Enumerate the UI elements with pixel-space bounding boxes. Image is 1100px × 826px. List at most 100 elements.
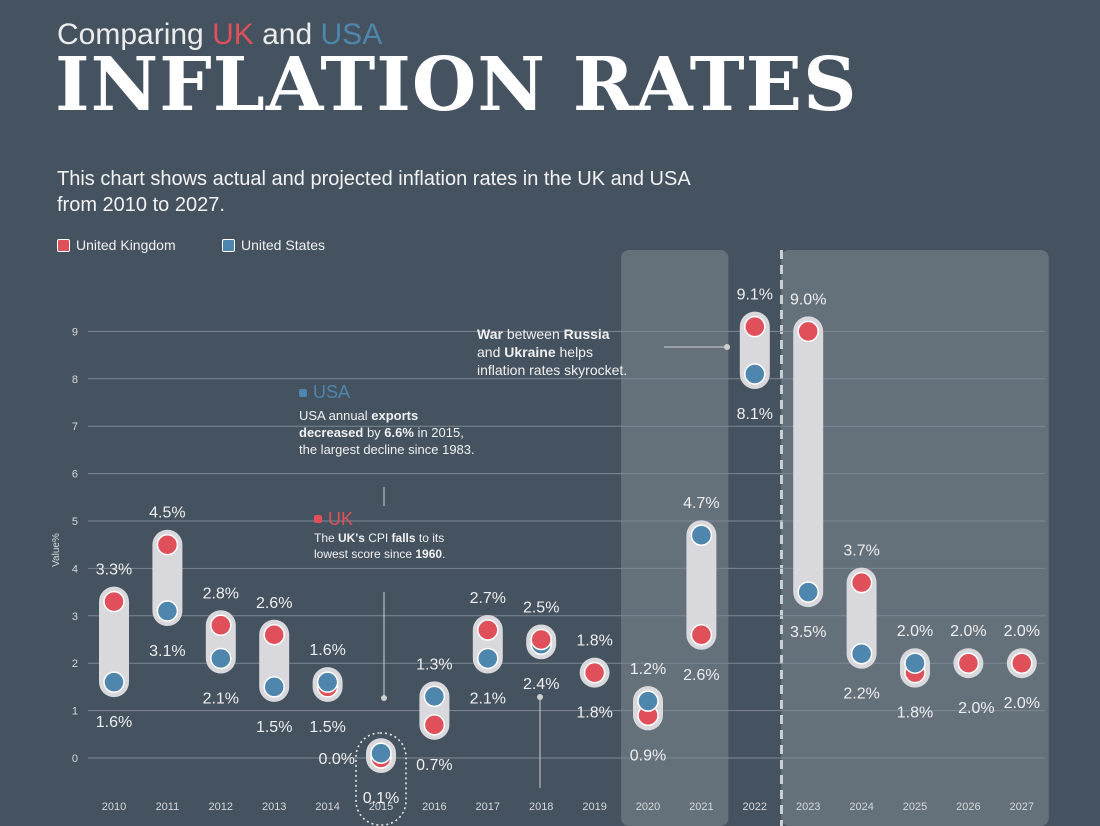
legend-swatch-usa bbox=[222, 238, 235, 252]
data-label-top: 1.3% bbox=[416, 656, 452, 673]
range-connector bbox=[793, 316, 824, 608]
data-label-top: 1.6% bbox=[309, 642, 345, 659]
data-label-top: 1.2% bbox=[630, 661, 666, 678]
point-uk bbox=[103, 590, 125, 613]
data-label-bottom: 2.6% bbox=[683, 667, 719, 684]
point-usa bbox=[263, 676, 285, 698]
y-tick-label: 0 bbox=[72, 753, 78, 765]
legend-label-usa: United States bbox=[241, 237, 326, 253]
subtitle-uk: UK bbox=[212, 18, 254, 51]
point-usa bbox=[210, 647, 232, 670]
point-uk bbox=[797, 320, 819, 343]
data-label-bottom: 1.6% bbox=[96, 714, 132, 731]
legend-label-uk: United Kingdom bbox=[76, 237, 176, 253]
data-label-bottom: 8.1% bbox=[737, 406, 773, 423]
x-tick-label: 2018 bbox=[529, 801, 553, 813]
y-tick-label: 3 bbox=[72, 611, 78, 623]
legend-swatch-uk bbox=[57, 238, 70, 252]
annotation-war: War between Russia and Ukraine helps inf… bbox=[477, 326, 628, 378]
x-tick-label: 2012 bbox=[209, 801, 233, 813]
point-usa bbox=[316, 671, 339, 693]
data-label-bottom: 0.1% bbox=[363, 790, 399, 807]
point-usa bbox=[744, 363, 766, 385]
annotation-2018-dot bbox=[537, 694, 543, 700]
data-label-bottom: 1.5% bbox=[309, 719, 345, 736]
legend-item-uk[interactable]: United Kingdom bbox=[57, 237, 176, 253]
point-uk bbox=[530, 628, 552, 651]
data-label-top: 3.3% bbox=[96, 562, 132, 579]
x-tick-label: 2024 bbox=[849, 801, 873, 813]
x-tick-label: 2015 bbox=[369, 801, 393, 813]
data-label-bottom: 2.2% bbox=[843, 686, 879, 703]
data-label-top: 1.8% bbox=[576, 633, 612, 650]
annotation-uk-head: UK bbox=[328, 509, 354, 529]
point-usa bbox=[904, 652, 926, 674]
range-connector bbox=[846, 567, 877, 669]
annotation-usa-head: USA bbox=[313, 382, 351, 402]
y-tick-label: 9 bbox=[72, 326, 78, 338]
data-label-side: 2.0% bbox=[958, 700, 994, 717]
data-label-top: 2.0% bbox=[1004, 623, 1040, 640]
data-label-bottom: 2.0% bbox=[1004, 695, 1040, 712]
point-usa bbox=[423, 685, 446, 708]
data-label-bottom: 1.8% bbox=[897, 705, 933, 722]
x-tick-label: 2026 bbox=[956, 801, 980, 813]
x-tick-label: 2025 bbox=[903, 801, 927, 813]
highlight-2015 bbox=[355, 732, 407, 826]
data-label-top: 4.5% bbox=[149, 505, 185, 522]
x-tick-label: 2014 bbox=[315, 801, 339, 813]
x-tick-label: 2013 bbox=[262, 801, 286, 813]
point-usa bbox=[156, 600, 179, 622]
range-connector bbox=[686, 520, 717, 650]
annotation-uk-dot bbox=[381, 695, 387, 701]
range-connector bbox=[99, 586, 129, 698]
data-label-bottom: 0.7% bbox=[416, 757, 452, 774]
y-tick-label: 1 bbox=[72, 706, 78, 718]
shaded-region-0 bbox=[621, 250, 729, 826]
y-tick-label: 2 bbox=[72, 658, 78, 670]
x-tick-label: 2022 bbox=[743, 801, 767, 813]
point-uk bbox=[210, 614, 232, 637]
data-label-top: 2.5% bbox=[523, 600, 559, 617]
data-label-top: 2.6% bbox=[256, 595, 292, 612]
data-label-top: 2.0% bbox=[950, 623, 986, 640]
shaded-region-1 bbox=[781, 250, 1049, 826]
subtitle: Comparing UK and USA bbox=[57, 18, 382, 52]
point-usa bbox=[690, 524, 713, 546]
point-uk bbox=[263, 624, 285, 646]
x-tick-label: 2023 bbox=[796, 801, 820, 813]
y-tick-label: 6 bbox=[72, 469, 78, 481]
annotation-uk-marker bbox=[314, 515, 322, 523]
legend-item-usa[interactable]: United States bbox=[222, 237, 325, 253]
data-label-top: 2.8% bbox=[203, 585, 239, 602]
point-usa bbox=[477, 647, 499, 670]
point-uk bbox=[156, 533, 179, 556]
annotation-war-dot bbox=[724, 344, 730, 350]
annotation-usa: USA USA annual exports decreased by 6.6%… bbox=[299, 382, 475, 457]
point-usa bbox=[103, 671, 125, 693]
x-tick-label: 2017 bbox=[476, 801, 500, 813]
data-label-bottom: 1.8% bbox=[576, 705, 612, 722]
point-usa bbox=[370, 742, 392, 765]
data-label-top: 3.7% bbox=[843, 543, 879, 560]
point-uk bbox=[744, 315, 766, 338]
data-label-bottom: 2.4% bbox=[523, 676, 559, 693]
point-usa bbox=[797, 581, 819, 603]
data-label-side: 0.0% bbox=[319, 751, 355, 768]
x-tick-label: 2021 bbox=[689, 801, 713, 813]
point-uk bbox=[583, 661, 606, 684]
x-tick-label: 2020 bbox=[636, 801, 660, 813]
point-uk bbox=[1011, 652, 1033, 674]
y-tick-label: 4 bbox=[72, 563, 78, 575]
y-tick-label: 7 bbox=[72, 421, 78, 433]
y-axis-label: Value% bbox=[51, 533, 62, 567]
point-uk bbox=[690, 624, 713, 646]
data-label-top: 9.1% bbox=[737, 287, 773, 304]
subtitle-prefix: Comparing bbox=[57, 18, 204, 51]
data-label-bottom: 2.1% bbox=[470, 690, 506, 707]
data-label-top: 9.0% bbox=[790, 291, 826, 308]
data-label-bottom: 3.5% bbox=[790, 624, 826, 641]
data-label-bottom: 3.1% bbox=[149, 643, 185, 660]
data-label-top: 2.7% bbox=[470, 590, 506, 607]
